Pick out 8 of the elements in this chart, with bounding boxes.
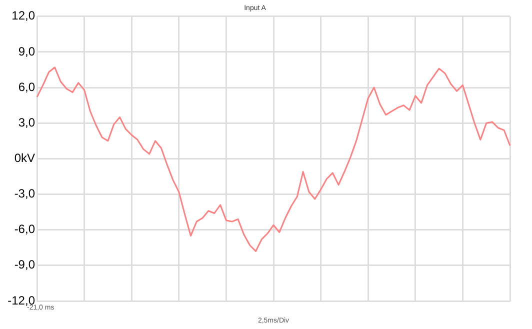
y-tick-label: 12,0 [12, 8, 36, 23]
y-tick-label: 0kV [14, 151, 35, 166]
y-tick-label: -6,0 [14, 222, 36, 236]
y-tick-label: 9,0 [18, 44, 36, 58]
y-tick-label: -3,0 [14, 186, 36, 201]
y-tick-label: 6,0 [18, 80, 36, 94]
y-tick-label: 3,0 [18, 115, 36, 130]
y-tick-label: -9,0 [14, 258, 36, 272]
